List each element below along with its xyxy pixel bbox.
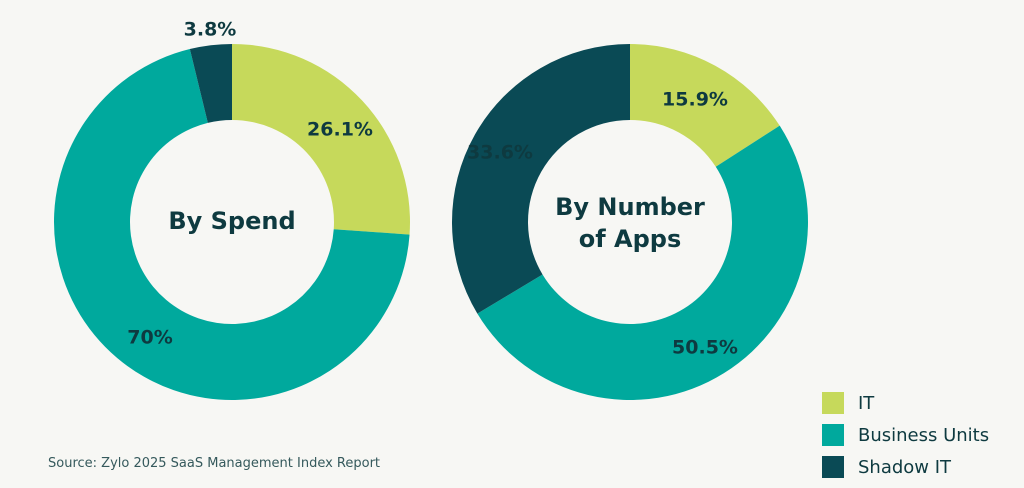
slice-business-units — [477, 125, 808, 400]
data-label-shadow-it: 3.8% — [184, 19, 237, 41]
donut-by-number-of-apps: 15.9% 50.5% 33.6% By Number of Apps — [451, 44, 808, 400]
slice-shadow-it — [451, 44, 630, 314]
legend-swatch-shadow-it — [822, 456, 844, 478]
data-label-business-units: 70% — [127, 327, 172, 349]
legend-item-it: IT — [822, 390, 989, 416]
slice-it — [630, 44, 780, 167]
legend-item-shadow-it: Shadow IT — [822, 454, 989, 480]
source-note: Source: Zylo 2025 SaaS Management Index … — [48, 456, 381, 471]
chart-title: By Number — [555, 193, 705, 221]
legend-swatch-it — [822, 392, 844, 414]
legend-label-it: IT — [858, 392, 875, 414]
legend: IT Business Units Shadow IT — [822, 390, 989, 480]
legend-label-shadow-it: Shadow IT — [858, 456, 952, 478]
slice-it — [232, 44, 410, 235]
slice-business-units — [53, 49, 410, 401]
data-label-it: 26.1% — [307, 119, 373, 141]
chart-title: By Spend — [168, 207, 295, 235]
data-label-it: 15.9% — [662, 89, 728, 111]
legend-label-business-units: Business Units — [858, 424, 990, 446]
slice-shadow-it — [189, 44, 232, 123]
chart-title: of Apps — [579, 225, 682, 253]
data-label-business-units: 50.5% — [672, 337, 738, 359]
data-label-shadow-it: 33.6% — [467, 142, 533, 164]
legend-item-business-units: Business Units — [822, 422, 989, 448]
donut-by-spend: 26.1% 70% 3.8% By Spend — [53, 19, 410, 401]
legend-swatch-business-units — [822, 424, 844, 446]
